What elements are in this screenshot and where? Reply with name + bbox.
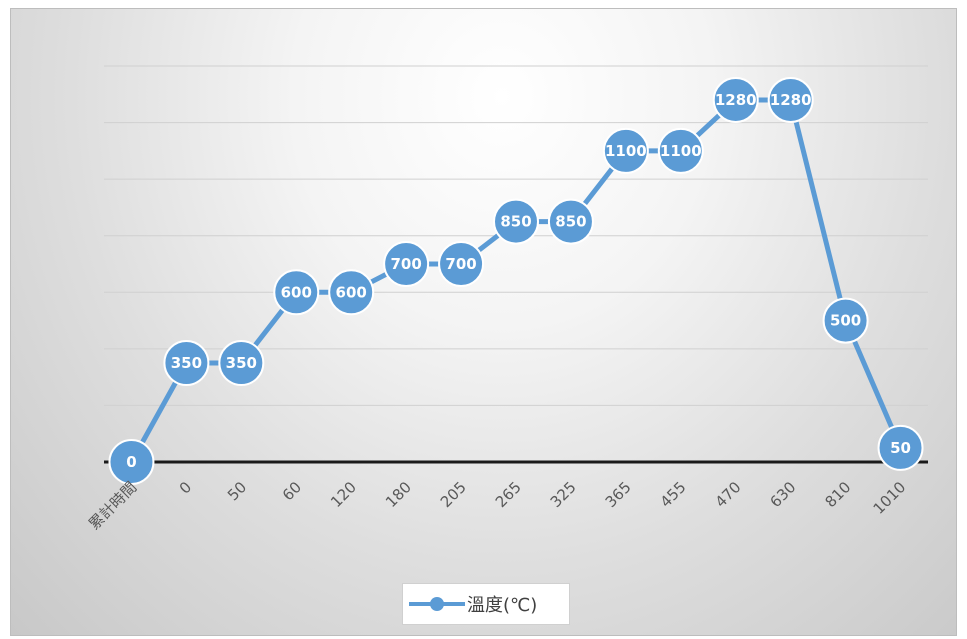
- data-point: [163, 340, 210, 386]
- data-label: 700: [390, 255, 421, 273]
- data-point: [657, 127, 704, 174]
- legend: 溫度(℃): [402, 583, 570, 625]
- data-label: 50: [890, 439, 911, 457]
- data-label: 1100: [660, 142, 702, 160]
- data-label: 500: [830, 312, 861, 330]
- data-point: [328, 269, 375, 316]
- data-point: [602, 127, 649, 174]
- data-point: [493, 198, 539, 245]
- data-label: 350: [226, 354, 257, 372]
- x-tick-label: 0: [176, 478, 195, 497]
- data-label: 0: [126, 453, 136, 471]
- data-label: 850: [555, 213, 586, 231]
- x-tick-label: 810: [821, 478, 854, 511]
- data-label: 600: [336, 283, 367, 301]
- x-tick-label: 455: [657, 478, 690, 511]
- data-point: [383, 241, 430, 287]
- x-tick-label: 265: [492, 478, 525, 511]
- x-tick-label: 累計時間: [85, 478, 140, 533]
- data-point: [822, 297, 869, 344]
- data-point: [108, 439, 155, 485]
- x-tick-label: 120: [327, 478, 360, 511]
- data-point: [767, 76, 814, 123]
- x-tick-label: 60: [279, 478, 305, 504]
- x-tick-label: 630: [767, 478, 800, 511]
- data-label: 600: [281, 283, 312, 301]
- legend-label: 溫度(℃): [467, 595, 538, 616]
- data-label: 350: [171, 354, 202, 372]
- data-point: [877, 424, 924, 471]
- x-tick-label: 325: [547, 478, 580, 511]
- data-point: [273, 269, 320, 316]
- data-point: [712, 76, 759, 123]
- legend-marker-icon: [409, 594, 465, 614]
- x-tick-label: 180: [382, 478, 415, 511]
- x-tick-label: 365: [602, 478, 635, 511]
- series-line: [129, 97, 903, 464]
- data-label: 1100: [605, 142, 647, 160]
- data-label: 850: [500, 213, 531, 231]
- data-label: 1280: [715, 91, 757, 109]
- x-tick-label: 1010: [870, 478, 910, 518]
- x-tick-label: 50: [224, 478, 250, 504]
- data-point: [547, 198, 594, 245]
- data-label: 700: [445, 255, 476, 273]
- x-tick-label: 205: [437, 478, 470, 511]
- x-tick-label: 470: [712, 478, 745, 511]
- data-label: 1280: [770, 91, 812, 109]
- data-point: [438, 241, 485, 287]
- data-point: [218, 340, 265, 386]
